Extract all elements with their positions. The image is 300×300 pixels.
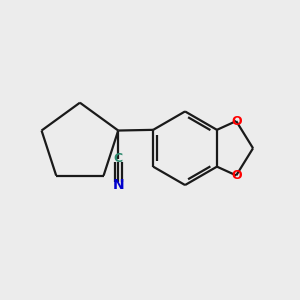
Text: C: C — [114, 152, 123, 165]
Text: O: O — [231, 169, 242, 182]
Text: N: N — [112, 178, 124, 192]
Text: O: O — [231, 115, 242, 128]
